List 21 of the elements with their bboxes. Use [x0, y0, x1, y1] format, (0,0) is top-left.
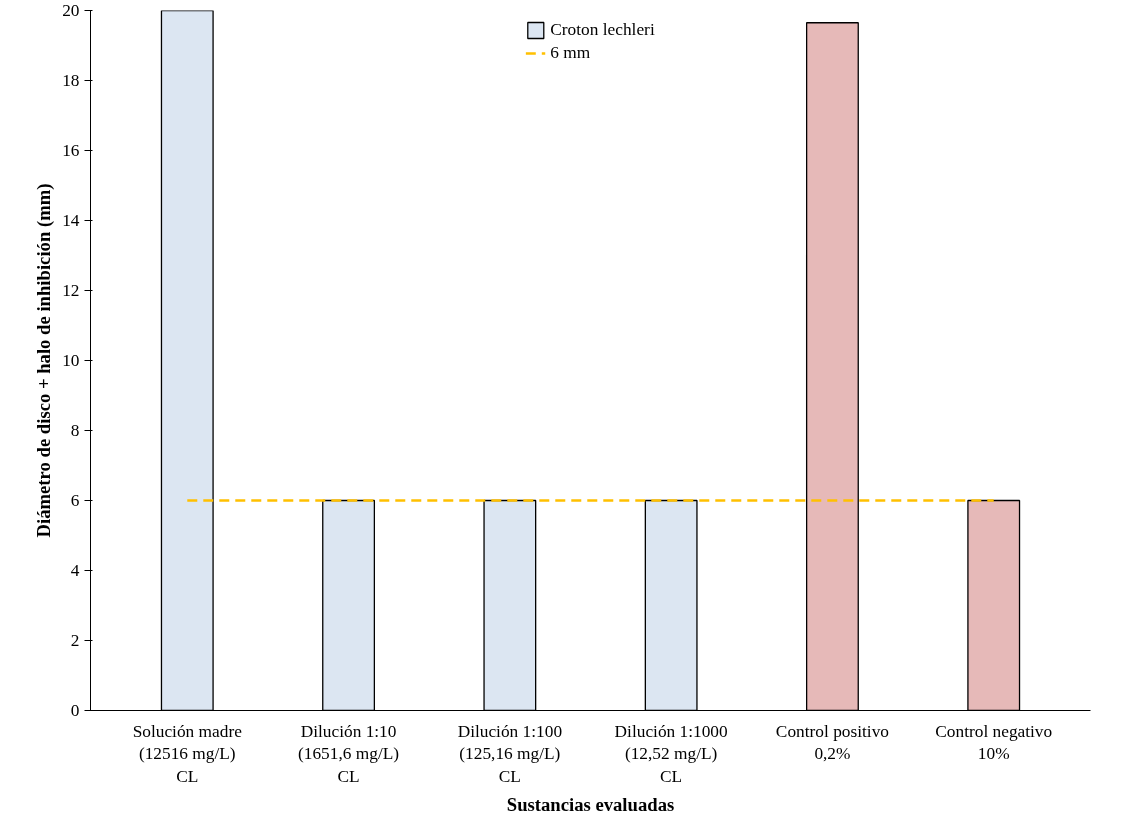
x-tick-label: Solución madre (12516 mg/L) CL [132, 721, 243, 787]
y-tick-label: 8 [70, 421, 80, 440]
y-tick-label: 18 [62, 71, 80, 90]
y-tick-label: 20 [62, 1, 80, 20]
y-tick-label: 12 [62, 281, 80, 300]
y-tick-label: 6 [70, 491, 80, 510]
y-tick-label: 16 [62, 141, 80, 160]
y-axis-title: Diámetro de disco + halo de inhibición (mm) [33, 183, 56, 538]
y-tick-label: 10 [62, 351, 80, 370]
x-tick-label: Dilución 1:100 (125,16 mg/L) CL [457, 721, 563, 787]
y-tick-label: 0 [70, 701, 80, 720]
x-tick-label: Control negativo 10% [935, 721, 1053, 764]
y-tick-label: 4 [70, 561, 80, 580]
x-tick-label: Dilución 1:10 (1651,6 mg/L) CL [298, 721, 400, 787]
x-tick-label: Control positivo 0,2% [775, 721, 889, 764]
y-tick-label: 2 [70, 631, 80, 650]
legend-label: Croton lechleri [550, 20, 655, 40]
x-tick-label: Dilución 1:1000 (12,52 mg/L) CL [614, 721, 728, 787]
x-axis-title: Sustancias evaluadas [506, 794, 675, 816]
y-tick-label: 14 [62, 211, 80, 230]
legend-label: 6 mm [550, 43, 591, 63]
